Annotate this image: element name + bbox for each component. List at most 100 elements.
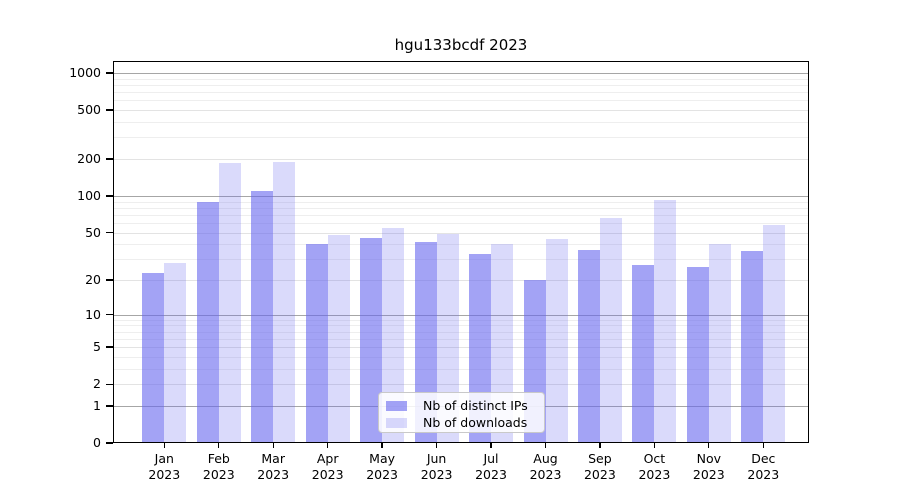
bar-ips-sep <box>577 249 600 443</box>
bar-downloads-may <box>382 227 405 443</box>
y-tick <box>106 158 113 160</box>
y-tick <box>106 313 113 316</box>
y-tick-label: 500 <box>77 102 101 118</box>
x-tick <box>435 443 438 448</box>
gridline-minor <box>113 368 809 370</box>
bar-downloads-nov <box>708 244 731 443</box>
y-tick <box>106 346 113 348</box>
bar-downloads-sep <box>599 217 622 443</box>
bar-ips-apr <box>305 244 328 443</box>
legend-item-distinct-ips: Nb of distinct IPs <box>386 398 544 414</box>
bar-downloads-jun <box>436 233 459 443</box>
bar-ips-feb <box>196 201 219 443</box>
legend-item-downloads: Nb of downloads <box>386 415 544 431</box>
bar-ips-mar <box>251 190 274 443</box>
gridline-10 <box>113 314 809 316</box>
y-tick-label: 0 <box>93 435 101 450</box>
x-tick-label-jan: Jan 2023 <box>148 451 181 482</box>
x-tick <box>653 443 655 448</box>
bar-ips-oct <box>632 264 655 443</box>
x-tick-label-mar: Mar 2023 <box>257 451 290 482</box>
y-tick <box>106 405 113 407</box>
gridline-50 <box>113 232 809 234</box>
x-tick-label-oct: Oct 2023 <box>638 451 671 482</box>
y-tick-label: 100 <box>77 187 101 203</box>
y-tick <box>106 442 113 444</box>
x-tick <box>163 443 165 448</box>
x-tick <box>708 443 710 448</box>
y-tick-label: 1 <box>93 397 101 413</box>
x-tick-label-sep: Sep 2023 <box>583 451 616 482</box>
gridline-100 <box>113 195 809 197</box>
gridline-minor <box>113 92 809 94</box>
x-tick <box>272 443 274 448</box>
legend-label-distinct-ips: Nb of distinct IPs <box>423 398 528 413</box>
x-tick <box>490 443 492 448</box>
gridline-1000 <box>113 73 809 75</box>
gridline-minor <box>113 259 809 261</box>
y-tick-label: 200 <box>77 151 101 166</box>
bar-downloads-oct <box>654 200 677 443</box>
y-tick-label: 5 <box>93 339 101 355</box>
gridline-minor <box>113 222 809 224</box>
gridline-minor <box>113 356 809 358</box>
x-tick <box>762 443 764 448</box>
x-tick-label-may: May 2023 <box>366 451 398 482</box>
gridline-minor <box>113 100 809 102</box>
gridline-minor <box>113 319 809 321</box>
gridline-minor <box>113 338 809 340</box>
bar-downloads-jan <box>164 262 187 443</box>
y-tick <box>106 231 113 234</box>
x-tick-label-apr: Apr 2023 <box>311 451 344 482</box>
bar-downloads-mar <box>273 161 296 443</box>
x-tick-label-dec: Dec 2023 <box>747 451 780 482</box>
y-tick-label: 1000 <box>69 65 101 81</box>
y-tick-label: 20 <box>85 272 101 287</box>
gridline-minor <box>113 244 809 246</box>
gridline-20 <box>113 280 809 281</box>
bar-downloads-apr <box>327 234 350 443</box>
x-tick-label-jun: Jun 2023 <box>420 451 453 482</box>
gridline-2 <box>113 384 809 386</box>
bar-ips-jan <box>142 272 165 443</box>
legend: Nb of distinct IPs Nb of downloads <box>378 392 545 433</box>
gridline-minor <box>113 207 809 209</box>
bar-ips-may <box>360 238 383 443</box>
gridline-500 <box>113 110 809 112</box>
gridline-minor <box>113 325 809 327</box>
x-tick-label-nov: Nov 2023 <box>692 451 725 482</box>
y-tick-label: 2 <box>93 376 101 392</box>
chart-title: hgu133bcdf 2023 <box>394 36 528 54</box>
x-tick <box>599 443 601 448</box>
y-tick-label: 50 <box>85 224 101 240</box>
x-tick-label-feb: Feb 2023 <box>202 451 235 482</box>
y-tick <box>106 109 113 111</box>
y-tick <box>106 72 113 74</box>
gridline-minor <box>113 201 809 203</box>
gridline-minor <box>113 214 809 216</box>
legend-label-downloads: Nb of downloads <box>423 415 528 430</box>
gridline-5 <box>113 347 809 349</box>
gridline-minor <box>113 85 809 86</box>
x-tick <box>544 443 547 448</box>
y-tick-label: 10 <box>85 306 101 322</box>
gridline-200 <box>113 159 809 160</box>
bar-ips-dec <box>741 251 764 443</box>
gridline-minor <box>113 137 809 139</box>
y-tick <box>106 279 113 281</box>
y-tick <box>106 383 113 385</box>
bar-downloads-dec <box>763 224 786 443</box>
gridline-minor <box>113 78 809 80</box>
x-tick-label-aug: Aug 2023 <box>529 451 562 482</box>
bar-downloads-feb <box>218 163 241 443</box>
legend-swatch-downloads <box>386 418 407 428</box>
plot-area <box>113 61 809 443</box>
gridline-minor <box>113 122 809 123</box>
y-tick <box>106 195 113 197</box>
bar-downloads-aug <box>545 239 568 443</box>
x-tick <box>381 443 383 448</box>
legend-swatch-distinct-ips <box>386 401 407 411</box>
gridline-minor <box>113 331 809 333</box>
x-tick <box>218 443 220 448</box>
